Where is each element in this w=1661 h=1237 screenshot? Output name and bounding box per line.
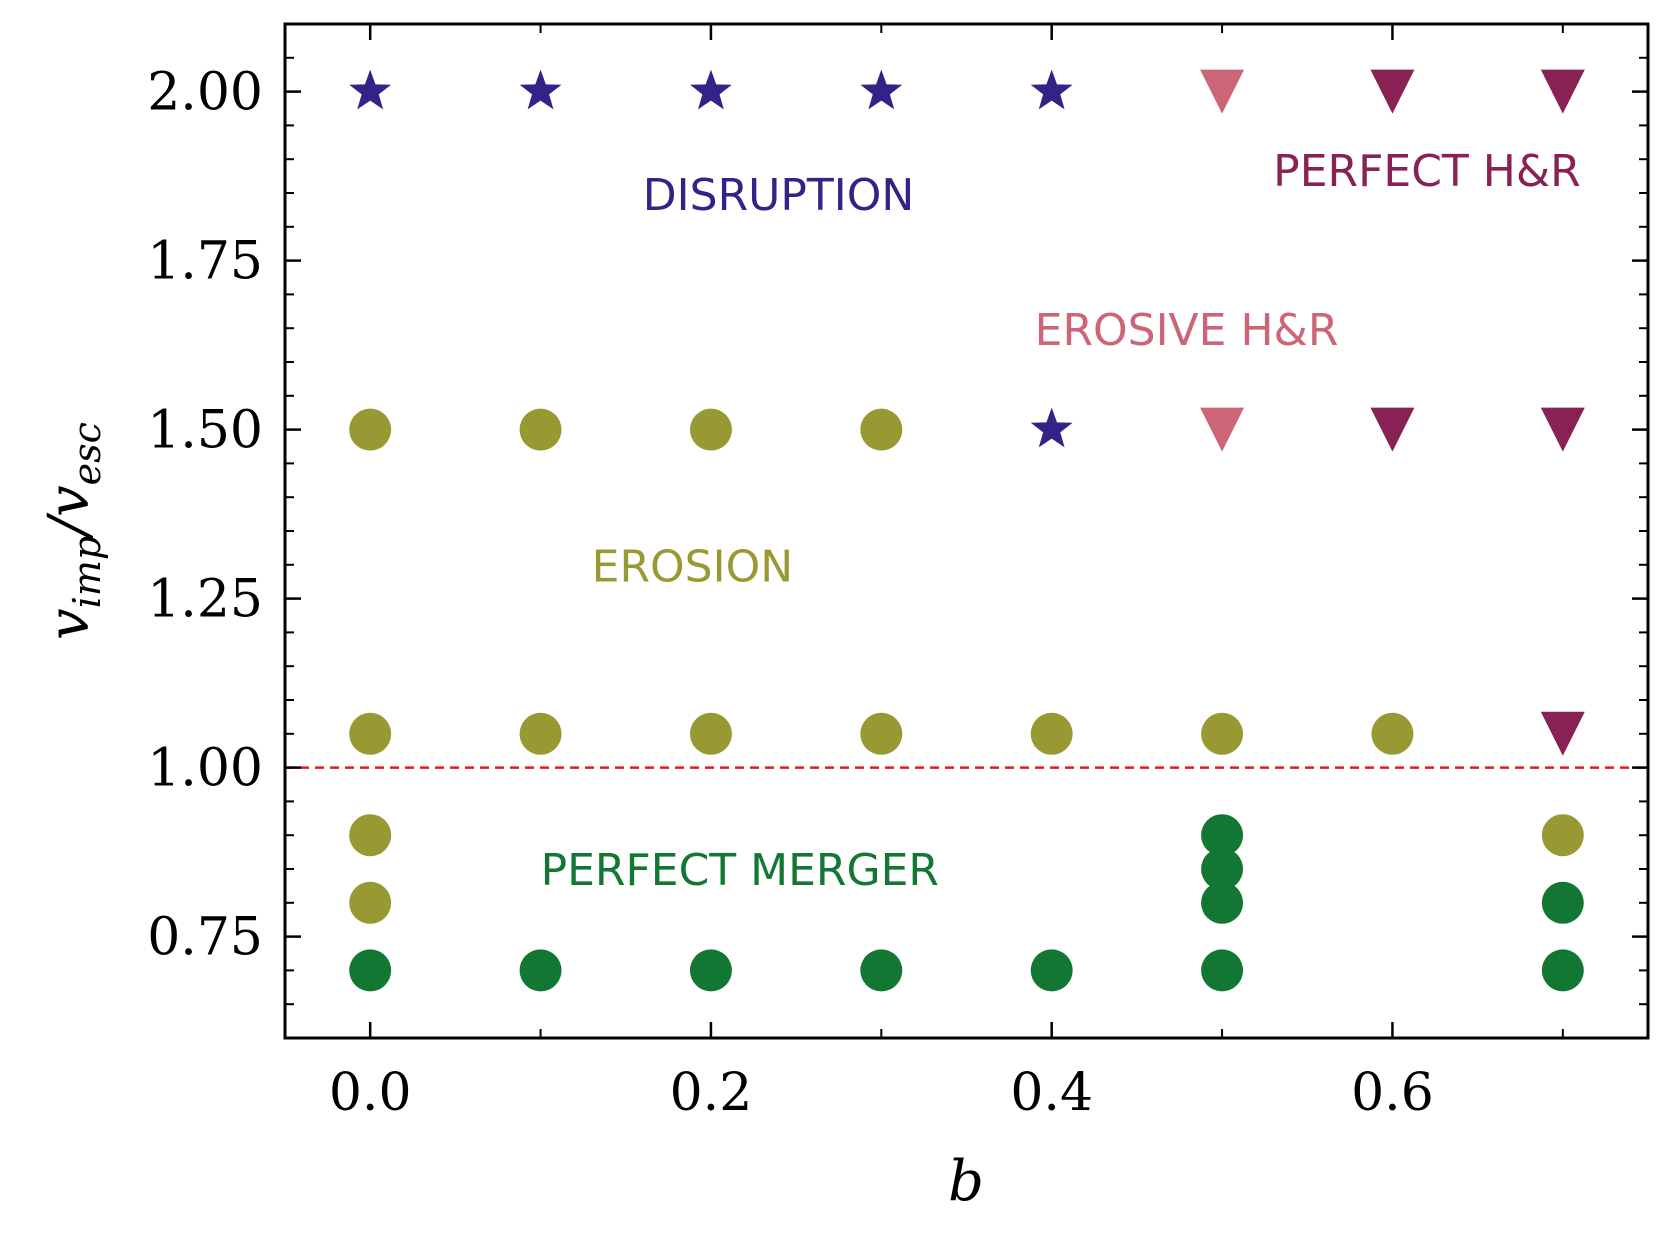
point-erosion <box>689 408 732 451</box>
point-perfect-merger <box>1201 949 1244 992</box>
point-perfect-merger <box>519 949 562 992</box>
point-disruption <box>690 69 732 110</box>
annotation-erosive-handr: EROSIVE H&R <box>1035 305 1339 356</box>
point-erosive-handr <box>1200 69 1245 114</box>
point-erosion <box>860 408 903 451</box>
point-erosion <box>1371 712 1414 755</box>
y-tick-label: 1.50 <box>147 401 263 461</box>
x-tick-label: 0.6 <box>1351 1063 1434 1123</box>
annotation-perfect-merger: PERFECT MERGER <box>541 845 939 896</box>
point-perfect-handr <box>1540 407 1585 452</box>
point-erosion <box>1030 712 1073 755</box>
y-tick-label: 1.00 <box>147 739 263 799</box>
point-perfect-merger <box>1201 881 1244 924</box>
point-erosion <box>1541 814 1584 857</box>
point-erosion <box>349 814 392 857</box>
point-perfect-handr <box>1540 69 1585 114</box>
annotation-perfect-handr: PERFECT H&R <box>1273 146 1581 197</box>
point-erosion <box>349 408 392 451</box>
point-perfect-merger <box>349 949 392 992</box>
point-perfect-handr <box>1370 407 1415 452</box>
y-tick-label: 0.75 <box>147 908 263 968</box>
x-tick-label: 0.2 <box>670 1063 753 1123</box>
point-perfect-merger <box>1030 949 1073 992</box>
point-perfect-merger <box>1541 881 1584 924</box>
point-perfect-handr <box>1370 69 1415 114</box>
x-tick-label: 0.4 <box>1010 1063 1093 1123</box>
point-erosion <box>349 712 392 755</box>
y-axis-label: vimp/vesc <box>37 422 109 640</box>
annotation-erosion: EROSION <box>592 542 793 593</box>
point-disruption <box>1030 69 1073 110</box>
annotation-disruption: DISRUPTION <box>643 170 915 221</box>
point-perfect-merger <box>689 949 732 992</box>
y-label-var-1: v <box>37 608 102 640</box>
point-perfect-merger <box>860 949 903 992</box>
point-perfect-merger <box>1201 814 1244 857</box>
point-perfect-handr <box>1540 711 1585 756</box>
point-erosion <box>349 881 392 924</box>
y-tick-label: 1.75 <box>147 232 263 292</box>
point-erosion <box>519 408 562 451</box>
x-axis-label: b <box>948 1149 984 1214</box>
y-label-sub-2: esc <box>65 422 109 485</box>
point-perfect-merger <box>1201 848 1244 890</box>
point-perfect-merger <box>1541 949 1584 992</box>
ticks-layer <box>285 24 1648 1038</box>
y-label-sub-1: imp <box>65 536 109 609</box>
y-tick-label: 2.00 <box>147 63 263 123</box>
point-erosive-handr <box>1200 407 1245 452</box>
x-tick-label: 0.0 <box>329 1063 412 1123</box>
point-disruption <box>519 69 562 110</box>
point-disruption <box>860 69 903 110</box>
y-label-var-2: v <box>37 485 102 517</box>
point-erosion <box>1201 712 1244 755</box>
point-erosion <box>519 712 562 755</box>
point-disruption <box>1030 407 1073 448</box>
point-erosion <box>689 712 732 755</box>
point-erosion <box>860 712 903 755</box>
points-layer <box>349 69 1585 992</box>
annotations-layer: DISRUPTION PERFECT H&R EROSIVE H&R EROSION P… <box>541 146 1581 896</box>
y-tick-label: 1.25 <box>147 570 263 630</box>
svg-text:vimp/vesc: vimp/vesc <box>37 422 109 640</box>
tick-labels-layer: 0.0 0.2 0.4 0.6 0.75 1.00 1.25 1.50 1.75 2.00 <box>147 63 1434 1123</box>
point-disruption <box>349 69 392 110</box>
